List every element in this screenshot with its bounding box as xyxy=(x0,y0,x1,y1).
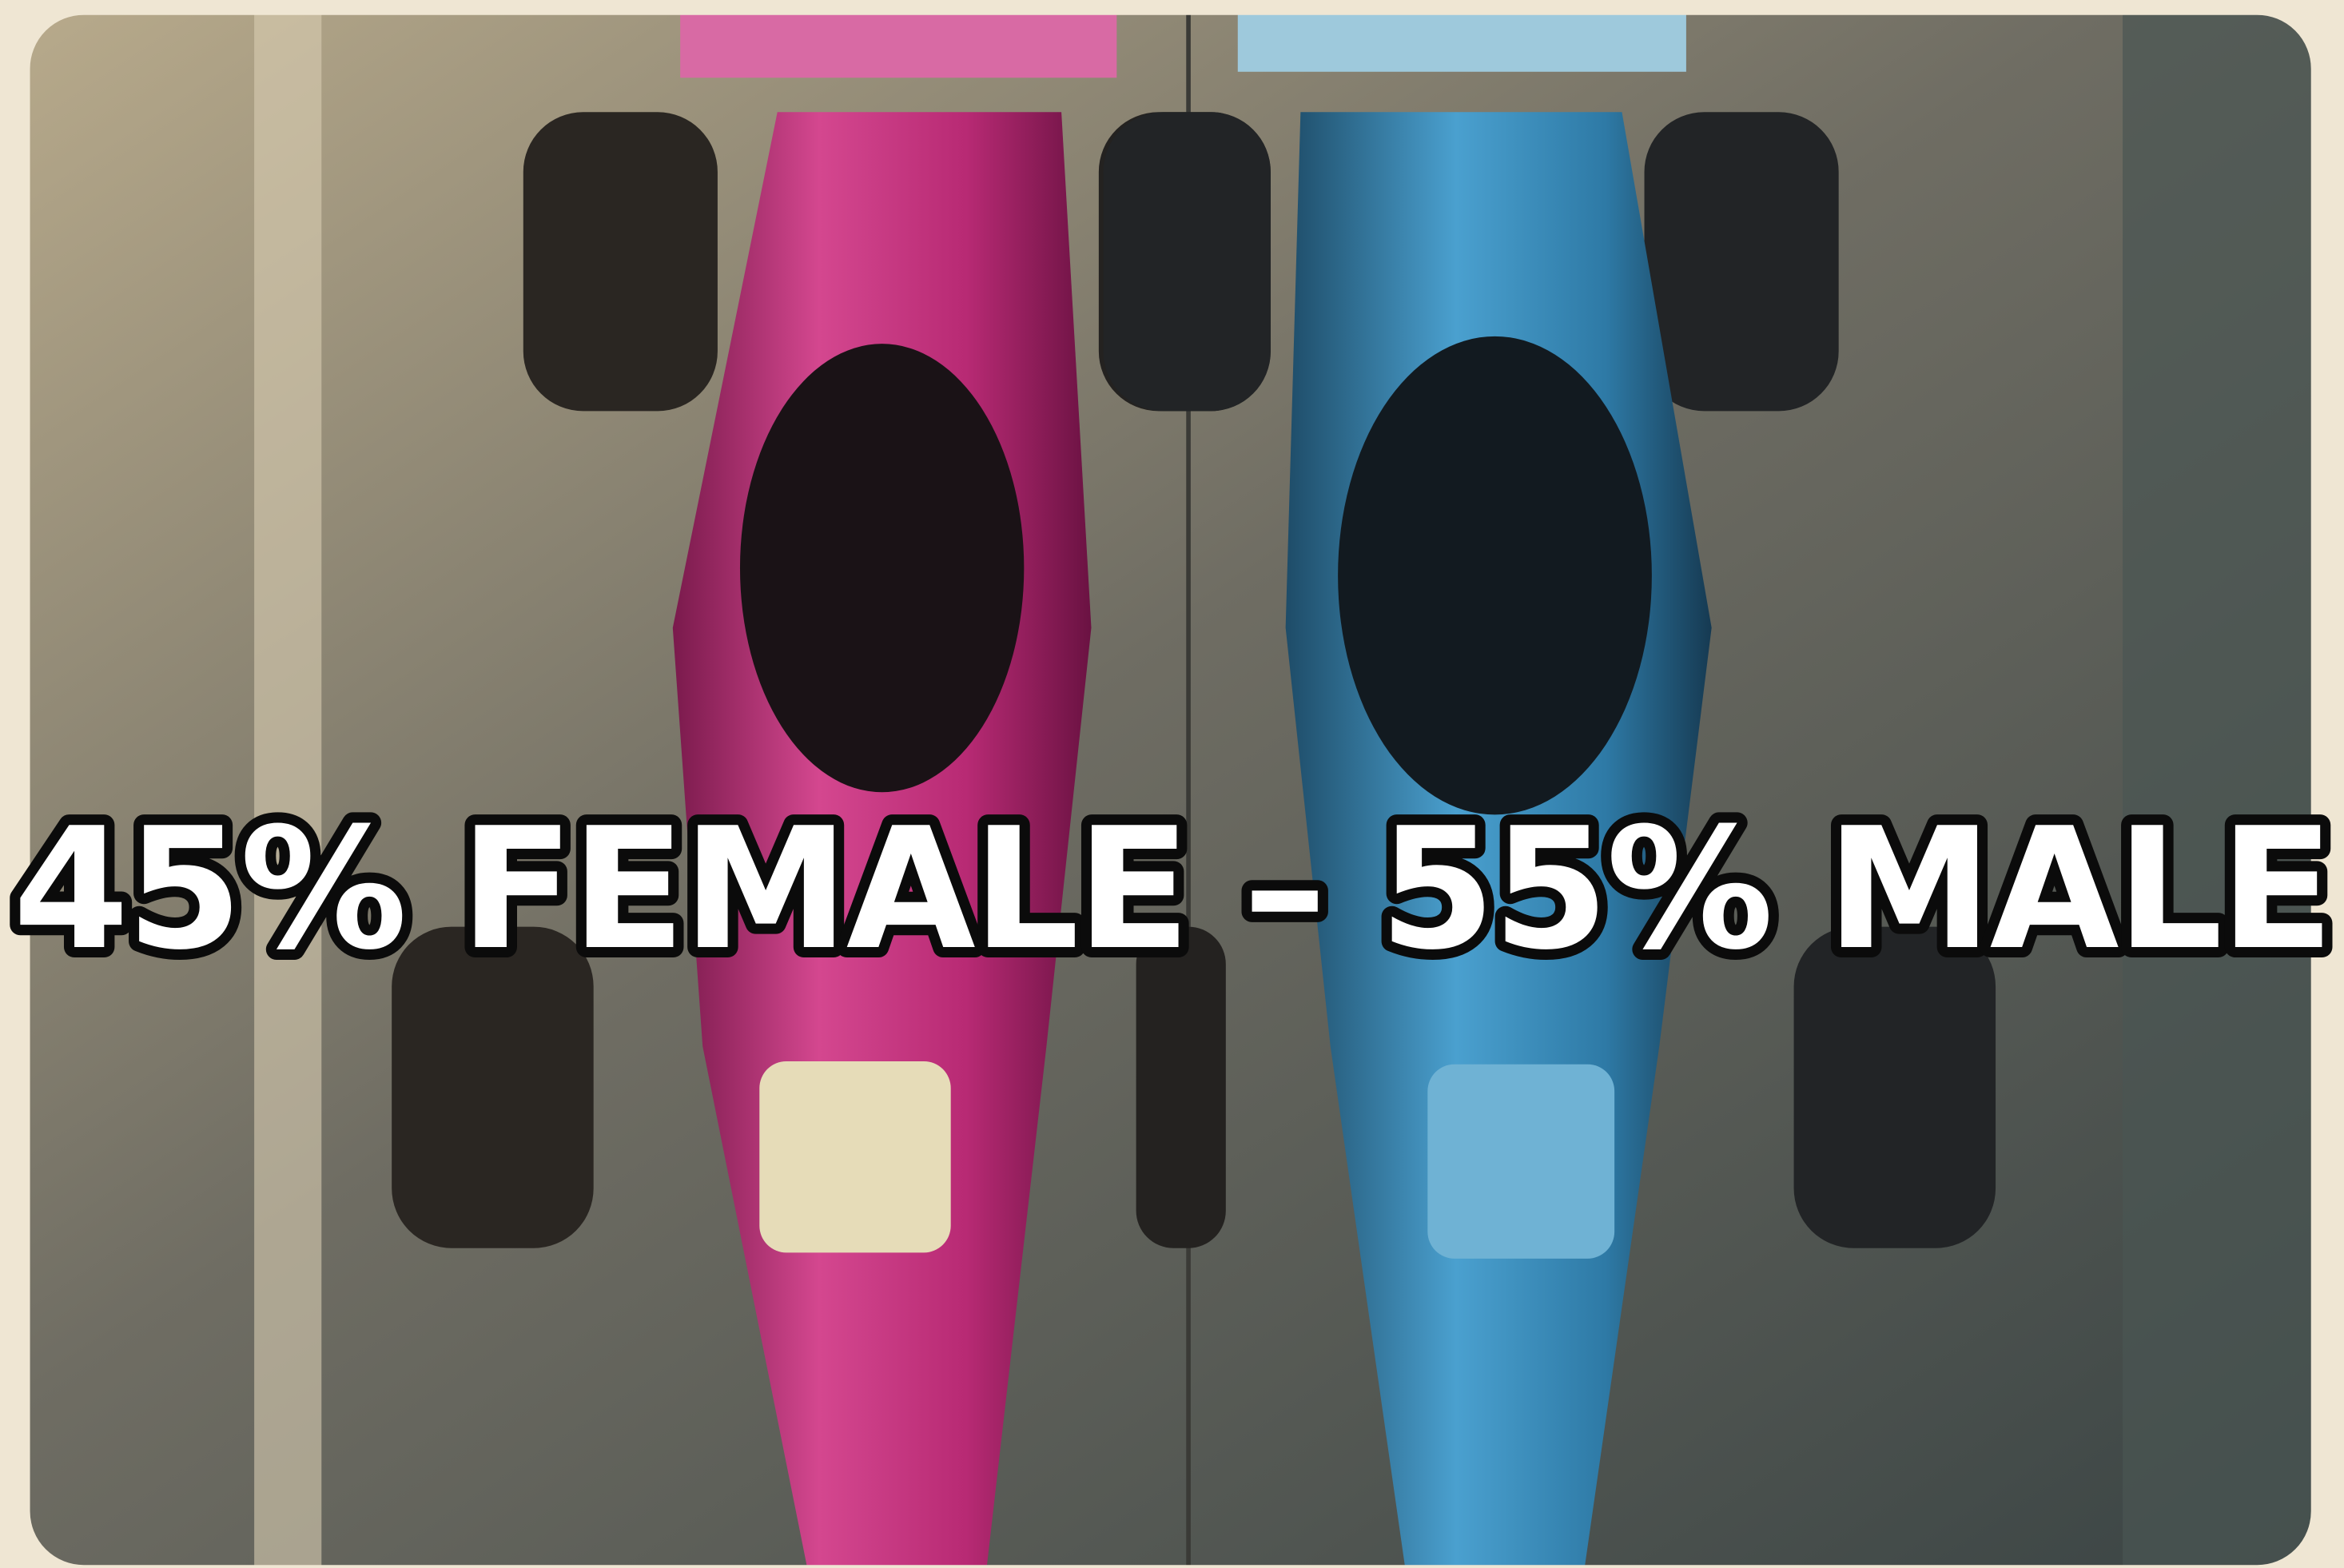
caption: 45% FEMALE – 55% MALE xyxy=(13,793,2331,987)
scene xyxy=(0,0,2344,1568)
photo: 45% FEMALE – 55% MALE xyxy=(0,0,2344,1568)
